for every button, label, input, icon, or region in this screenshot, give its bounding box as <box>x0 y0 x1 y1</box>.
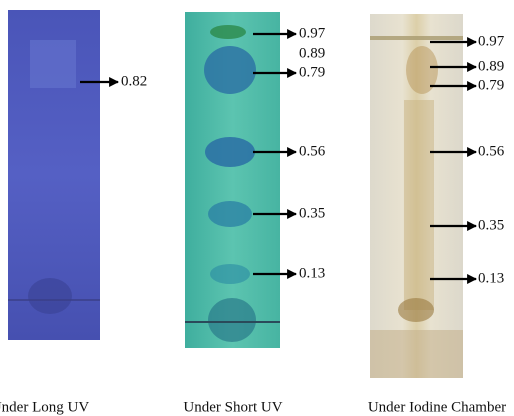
plate-long-uv <box>8 10 100 340</box>
caption: Under Short UV <box>183 399 282 415</box>
rf-label: 0.35 <box>478 217 504 233</box>
rf-label: 0.56 <box>478 143 505 159</box>
rf-label: 0.13 <box>299 265 325 281</box>
caption: Under Iodine Chamber <box>368 399 506 415</box>
rf-label: 0.89 <box>478 58 504 74</box>
rf-label: 0.97 <box>478 33 505 49</box>
rf-label: 0.79 <box>478 77 504 93</box>
plate-iodine <box>370 14 463 378</box>
rf-label: 0.89 <box>299 45 325 61</box>
rf-label: 0.56 <box>299 143 326 159</box>
rf-label: 0.35 <box>299 205 325 221</box>
annotations: 0.82 0.97 0.89 0.79 0.56 0.35 0.13 0.97 0.89 0.79… <box>80 25 505 286</box>
rf-label: 0.13 <box>478 270 504 286</box>
rf-label: 0.82 <box>121 73 147 89</box>
rf-label: 0.97 <box>299 25 326 41</box>
rf-label: 0.79 <box>299 64 325 80</box>
caption: Under Long UV <box>0 399 89 415</box>
plate-short-uv <box>185 12 280 348</box>
